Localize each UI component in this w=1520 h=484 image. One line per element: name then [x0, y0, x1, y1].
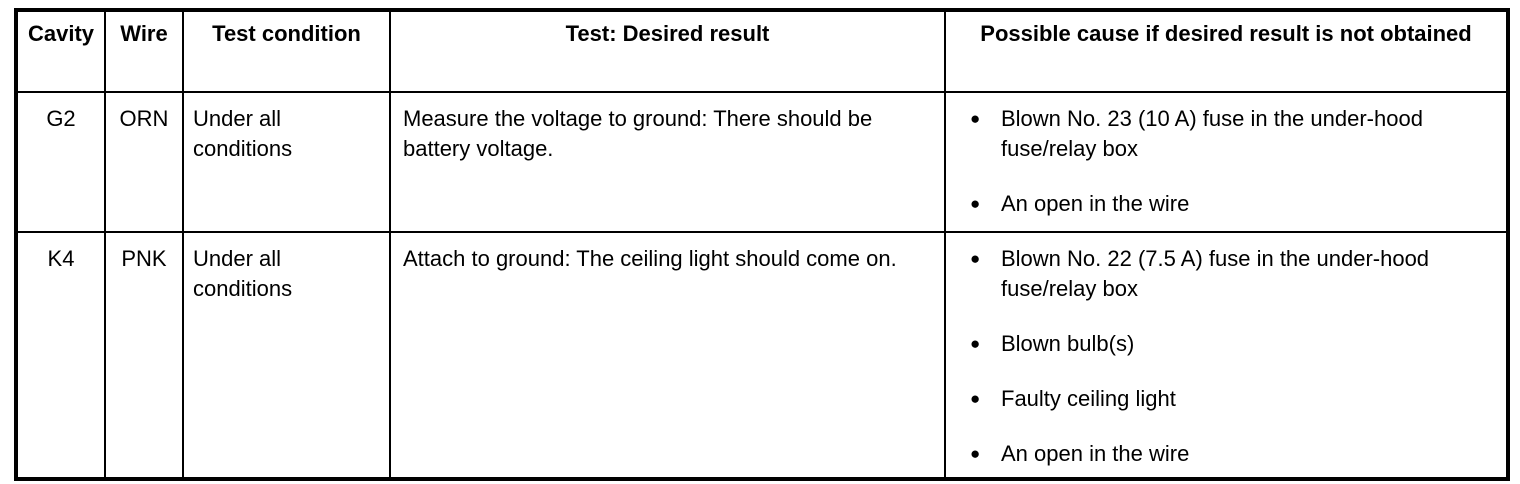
table-row: K4 PNK Under all conditions Attach to gr…	[15, 231, 1509, 480]
bullet-icon: ●	[970, 249, 981, 268]
list-item: ● Blown No. 23 (10 A) fuse in the under-…	[970, 104, 1496, 164]
bullet-icon: ●	[970, 444, 981, 463]
test-condition-cell: Under all conditions	[182, 91, 391, 233]
bullet-icon: ●	[970, 389, 981, 408]
col-header-possible-cause: Possible cause if desired result is not …	[944, 9, 1509, 93]
header-row: Cavity Wire Test condition Test: Desired…	[15, 9, 1509, 93]
cause-text: An open in the wire	[1001, 441, 1190, 466]
wire-color-cell: ORN	[104, 91, 184, 233]
connector-test-table: Cavity Wire Test condition Test: Desired…	[14, 8, 1510, 481]
wire-color-cell: PNK	[104, 231, 184, 480]
col-header-test-condition: Test condition	[182, 9, 391, 93]
col-header-wire: Wire	[104, 9, 184, 93]
bullet-icon: ●	[970, 334, 981, 353]
document-page: Cavity Wire Test condition Test: Desired…	[0, 8, 1520, 484]
possible-cause-cell: ● Blown No. 23 (10 A) fuse in the under-…	[944, 91, 1509, 233]
bullet-icon: ●	[970, 109, 981, 128]
cavity-cell: G2	[15, 91, 106, 233]
desired-result-cell: Measure the voltage to ground: There sho…	[389, 91, 946, 233]
list-item: ● An open in the wire	[970, 439, 1496, 469]
cavity-cell: K4	[15, 231, 106, 480]
list-item: ● Blown No. 22 (7.5 A) fuse in the under…	[970, 244, 1496, 304]
list-item: ● Blown bulb(s)	[970, 329, 1496, 359]
cause-text: Blown No. 23 (10 A) fuse in the under-ho…	[1001, 106, 1423, 161]
cause-text: Faulty ceiling light	[1001, 386, 1176, 411]
cause-text: Blown No. 22 (7.5 A) fuse in the under-h…	[1001, 246, 1430, 301]
list-item: ● An open in the wire	[970, 189, 1496, 219]
table-row: G2 ORN Under all conditions Measure the …	[15, 91, 1509, 233]
col-header-desired-result: Test: Desired result	[389, 9, 946, 93]
list-item: ● Faulty ceiling light	[970, 384, 1496, 414]
test-condition-cell: Under all conditions	[182, 231, 391, 480]
bullet-icon: ●	[970, 194, 981, 213]
desired-result-cell: Attach to ground: The ceiling light shou…	[389, 231, 946, 480]
cause-text: An open in the wire	[1001, 191, 1190, 216]
col-header-cavity: Cavity	[15, 9, 106, 93]
possible-cause-cell: ● Blown No. 22 (7.5 A) fuse in the under…	[944, 231, 1509, 480]
cause-text: Blown bulb(s)	[1001, 331, 1135, 356]
